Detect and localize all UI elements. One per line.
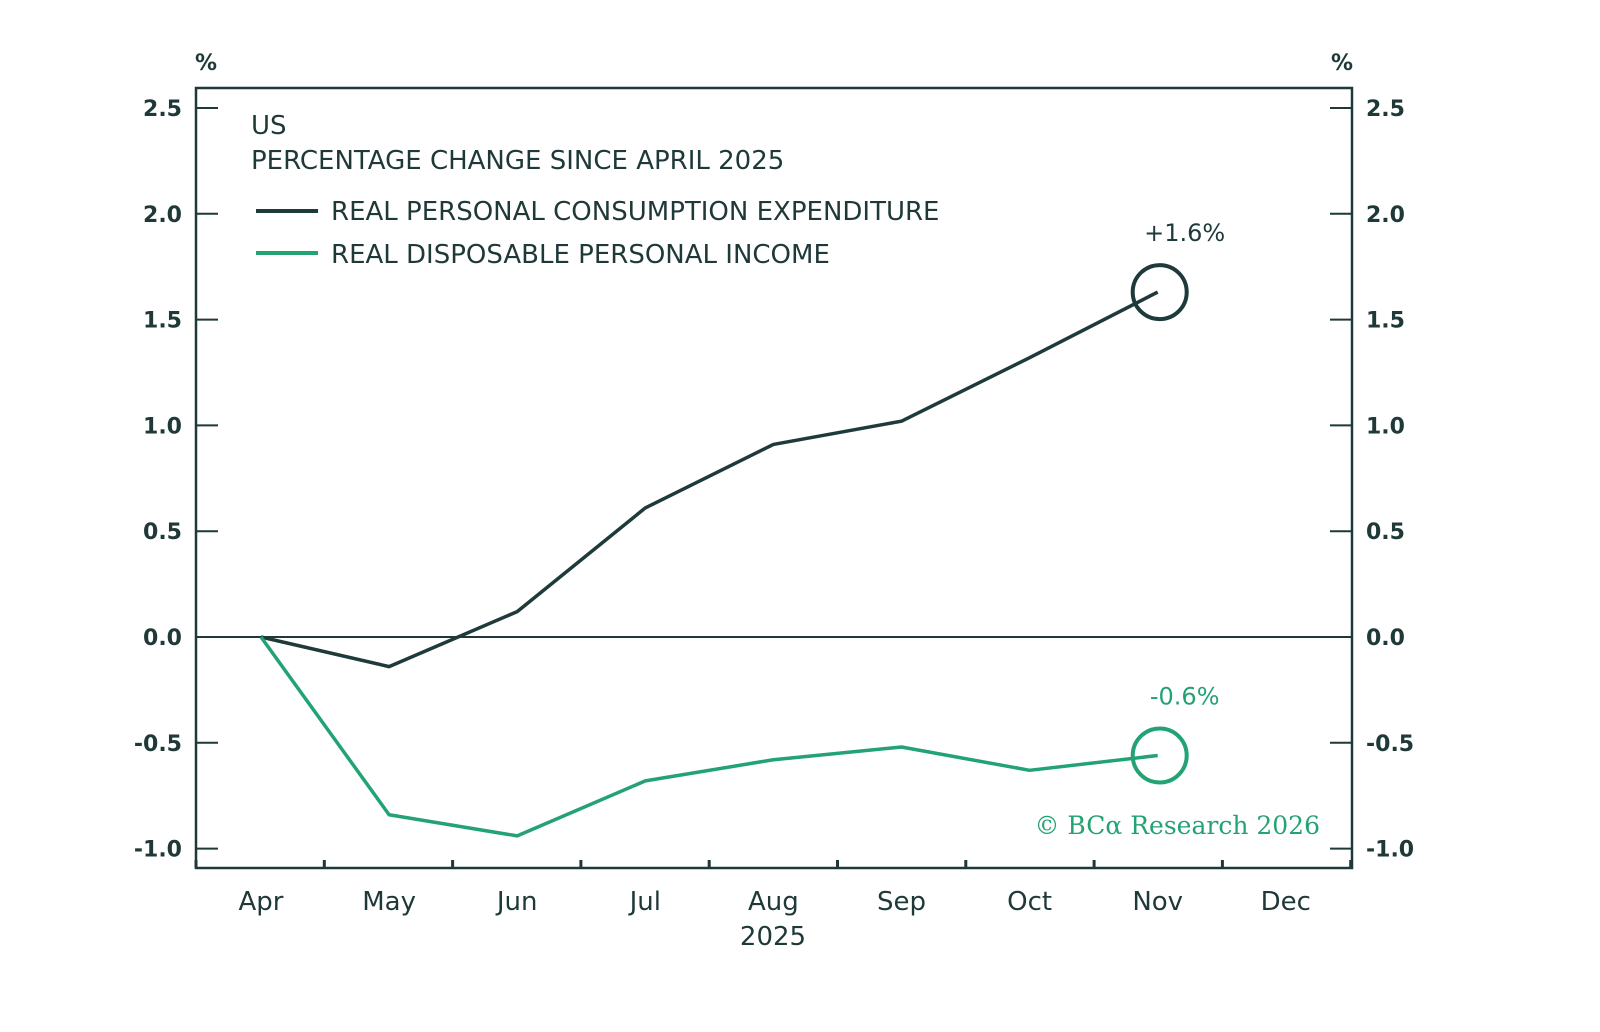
chart-title: US	[251, 111, 287, 141]
x-axis-year: 2025	[740, 922, 806, 952]
chart-subtitle: PERCENTAGE CHANGE SINCE APRIL 2025	[251, 146, 784, 176]
series-line-1	[259, 635, 1158, 838]
credit: © BCα Research 2026	[1034, 811, 1320, 840]
series-line-0	[260, 290, 1159, 669]
y-tick-label-right: 1.0	[1366, 414, 1405, 439]
end-value-label: +1.6%	[1144, 219, 1225, 247]
end-highlight-circle	[1130, 263, 1189, 322]
y-tick-label-left: 0.5	[143, 520, 182, 545]
y-tick-label-left: -0.5	[134, 732, 182, 757]
x-tick-label: Aug	[748, 887, 799, 917]
x-tick-label: Oct	[1007, 887, 1052, 917]
y-tick-label-left: -1.0	[134, 838, 182, 863]
legend-label-income: REAL DISPOSABLE PERSONAL INCOME	[331, 240, 830, 270]
y-tick-label-left: 1.5	[143, 309, 182, 334]
y-unit-left: %	[195, 51, 217, 76]
y-tick-label-right: -0.5	[1366, 732, 1414, 757]
x-tick-label: Nov	[1132, 887, 1183, 917]
y-tick-label-left: 1.0	[143, 414, 182, 439]
x-tick-label: May	[362, 887, 416, 917]
end-highlight-circle	[1130, 726, 1189, 785]
x-tick-label: Jun	[495, 887, 538, 917]
x-tick-label: Jul	[628, 887, 661, 917]
y-tick-label-left: 2.5	[143, 97, 182, 122]
y-unit-right: %	[1331, 51, 1353, 76]
plot-frame	[194, 86, 1354, 870]
y-tick-label-left: 2.0	[143, 203, 182, 228]
x-tick-label: Sep	[877, 887, 926, 917]
x-tick-label: Dec	[1261, 887, 1311, 917]
y-tick-label-right: 0.5	[1366, 520, 1405, 545]
y-tick-label-right: 0.0	[1366, 626, 1405, 651]
end-value-label: -0.6%	[1150, 682, 1220, 710]
y-tick-label-right: 2.0	[1366, 203, 1405, 228]
y-tick-label-right: 1.5	[1366, 309, 1405, 334]
y-tick-label-left: 0.0	[143, 626, 182, 651]
legend-label-pce: REAL PERSONAL CONSUMPTION EXPENDITURE	[331, 197, 940, 227]
y-tick-label-right: 2.5	[1366, 97, 1405, 122]
x-tick-label: Apr	[239, 887, 284, 917]
y-tick-label-right: -1.0	[1366, 838, 1414, 863]
